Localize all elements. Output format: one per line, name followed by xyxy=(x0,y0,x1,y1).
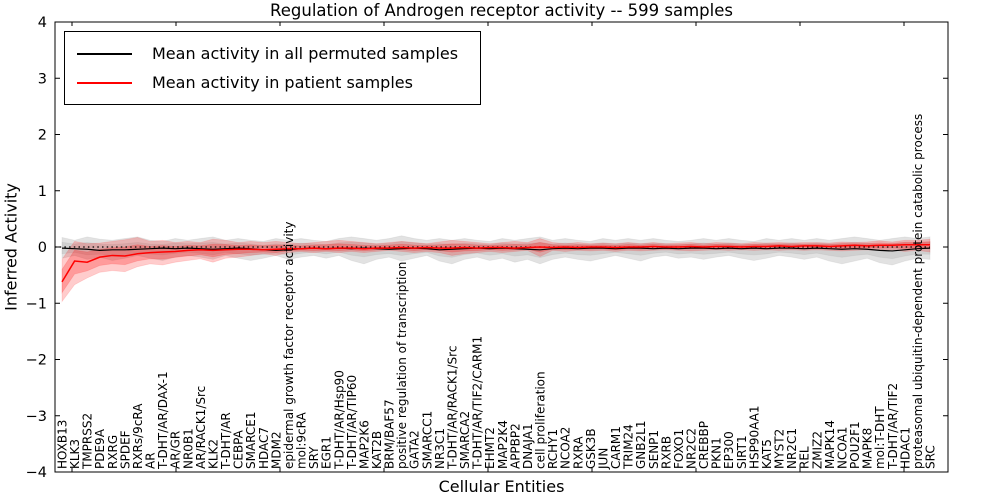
x-category-label: T-DHT/AR/TIP60 xyxy=(345,375,359,470)
y-tick-label: 0 xyxy=(38,240,47,256)
y-ticks: −4 −3 −2 −1 0 1 2 3 4 xyxy=(26,15,948,481)
x-category-label: T-DHT/AR xyxy=(219,412,233,470)
legend-label-patient: Mean activity in patient samples xyxy=(152,73,413,92)
x-category-label: T-DHT/AR/Hsp90 xyxy=(332,370,346,470)
x-category-label: NR2C1 xyxy=(785,428,799,469)
legend: Mean activity in all permuted samples Me… xyxy=(64,31,482,105)
x-category-label: T-DHT/AR/RACK1/Src xyxy=(445,346,459,470)
y-tick-label: −4 xyxy=(26,465,47,481)
x-category-label: EHMT2 xyxy=(483,427,497,469)
x-category-label: T-DHT/AR/TIF2/CARM1 xyxy=(471,336,485,470)
x-category-labels: HOXB13KLK3TMPRSS2PDE9ARXRGSPDEFRXRs/9cRA… xyxy=(56,114,938,470)
x-category-label: CEBPA xyxy=(232,429,246,469)
y-tick-label: 3 xyxy=(38,71,47,87)
x-category-label: BRM/BAF57 xyxy=(383,399,397,469)
x-category-label: JUN xyxy=(596,448,610,470)
x-category-label: KLK3 xyxy=(68,439,82,469)
x-category-label: GSK3B xyxy=(584,428,598,469)
x-category-label: cell proliferation xyxy=(534,371,548,469)
x-ticks xyxy=(71,22,905,472)
y-tick-label: −3 xyxy=(26,409,47,425)
x-category-label: POU2F1 xyxy=(848,421,862,469)
x-category-label: REL xyxy=(798,446,812,469)
x-category-label: positive regulation of transcription xyxy=(395,262,409,469)
x-category-label: RXRB xyxy=(659,436,673,469)
y-tick-label: 1 xyxy=(38,184,47,200)
x-category-label: CREBBP xyxy=(697,421,711,469)
x-category-label: T-DHT/AR/DAX-1 xyxy=(156,371,170,470)
x-category-label: RXRA xyxy=(571,436,585,469)
x-category-label: SENP1 xyxy=(647,430,661,469)
x-category-label: KAT2B xyxy=(370,431,384,469)
legend-line-swatch-patient xyxy=(77,81,132,84)
x-category-label: TRIM24 xyxy=(622,424,636,470)
x-category-label: HDAC7 xyxy=(257,427,271,469)
legend-item-patient: Mean activity in patient samples xyxy=(77,68,458,97)
x-category-label: GATA2 xyxy=(408,430,422,469)
patient-mean-line xyxy=(61,244,930,283)
x-category-label: AR/GR xyxy=(169,431,183,469)
x-category-label: EGR1 xyxy=(320,436,334,469)
x-category-label: T-DHT/AR/TIF2 xyxy=(886,383,900,470)
x-category-label: DNAJA1 xyxy=(521,423,535,469)
y-tick-label: −2 xyxy=(26,353,47,369)
y-tick-label: 4 xyxy=(38,15,47,31)
x-category-label: NCOA1 xyxy=(835,427,849,469)
patient-spread-band-outer xyxy=(61,237,931,303)
x-category-label: GNB2L1 xyxy=(634,421,648,469)
x-category-label: RXRs/9cRA xyxy=(131,403,145,469)
x-category-label: ZMIZ2 xyxy=(810,431,824,469)
x-category-label: CARM1 xyxy=(609,426,623,469)
x-category-label: MAPK14 xyxy=(823,420,837,469)
x-category-label: SMARCE1 xyxy=(244,411,258,469)
x-category-label: APPBP2 xyxy=(508,423,522,469)
y-tick-label: 2 xyxy=(38,128,47,144)
x-category-label: SRC xyxy=(924,445,938,469)
legend-label-permuted: Mean activity in all permuted samples xyxy=(152,44,459,63)
x-category-label: FOXO1 xyxy=(672,429,686,469)
x-category-label: PDE9A xyxy=(93,428,107,469)
y-tick-label: −1 xyxy=(26,296,47,312)
x-category-label: mol:T-DHT xyxy=(873,406,887,469)
legend-item-permuted: Mean activity in all permuted samples xyxy=(77,39,458,68)
x-category-label: mol:9cRA xyxy=(295,412,309,469)
x-category-label: MYST2 xyxy=(773,429,787,469)
patient-spread-band-inner xyxy=(61,241,931,295)
x-category-label: HDAC1 xyxy=(898,427,912,469)
x-axis-label: Cellular Entities xyxy=(438,477,565,496)
permuted-mean-line xyxy=(61,247,931,252)
x-category-label: HOXB13 xyxy=(56,420,70,469)
x-category-label: proteasomal ubiquitin-dependent protein … xyxy=(911,114,925,469)
x-category-label: NR3C1 xyxy=(433,428,447,469)
x-category-label: HSP90AA1 xyxy=(747,405,761,469)
x-category-label: AR xyxy=(144,452,158,469)
x-category-label: KLK2 xyxy=(206,439,220,469)
chart-title: Regulation of Androgen receptor activity… xyxy=(270,1,733,20)
x-category-label: MAPK8 xyxy=(861,428,875,469)
x-category-label: PKN1 xyxy=(710,437,724,469)
y-axis-label: Inferred Activity xyxy=(1,183,21,311)
x-category-label: SPDEF xyxy=(118,430,132,469)
x-category-label: epidermal growth factor receptor activit… xyxy=(282,222,296,469)
x-category-label: NR2C2 xyxy=(684,428,698,469)
x-category-label: NCOA2 xyxy=(559,427,573,469)
x-category-label: AR/RACK1/Src xyxy=(194,386,208,469)
x-category-label: SMARCC1 xyxy=(420,411,434,469)
x-category-label: EP300 xyxy=(722,431,736,469)
x-category-label: MDM2 xyxy=(269,431,283,469)
x-category-label: SRY xyxy=(307,446,321,469)
x-category-label: SIRT1 xyxy=(735,435,749,469)
legend-line-swatch-permuted xyxy=(77,52,132,55)
x-category-label: NR0B1 xyxy=(181,428,195,469)
x-category-label: KAT5 xyxy=(760,439,774,469)
x-category-label: MAP2K6 xyxy=(357,420,371,469)
permuted-spread-band-outer xyxy=(61,235,931,266)
x-category-label: RCHY1 xyxy=(546,429,560,469)
x-category-label: MAP2K4 xyxy=(496,420,510,469)
x-category-label: TMPRSS2 xyxy=(81,413,95,470)
x-category-label: RXRG xyxy=(106,435,120,469)
x-category-label: SMARCA2 xyxy=(458,411,472,469)
